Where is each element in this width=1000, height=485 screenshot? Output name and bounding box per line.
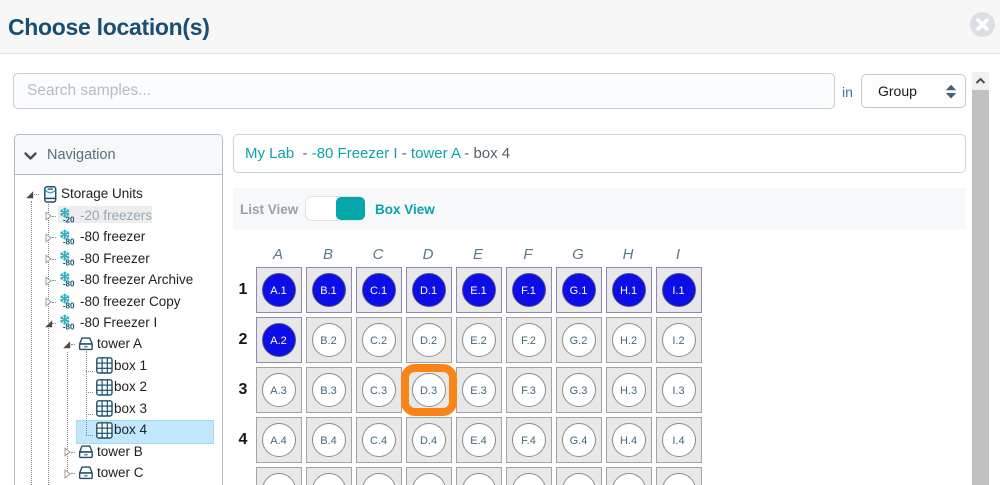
- svg-text:-20: -20: [63, 216, 75, 225]
- svg-text:-80: -80: [63, 301, 75, 310]
- svg-text:-80: -80: [63, 323, 75, 332]
- svg-text:-80: -80: [63, 237, 75, 246]
- svg-text:-80: -80: [63, 280, 75, 289]
- svg-text:-80: -80: [63, 259, 75, 268]
